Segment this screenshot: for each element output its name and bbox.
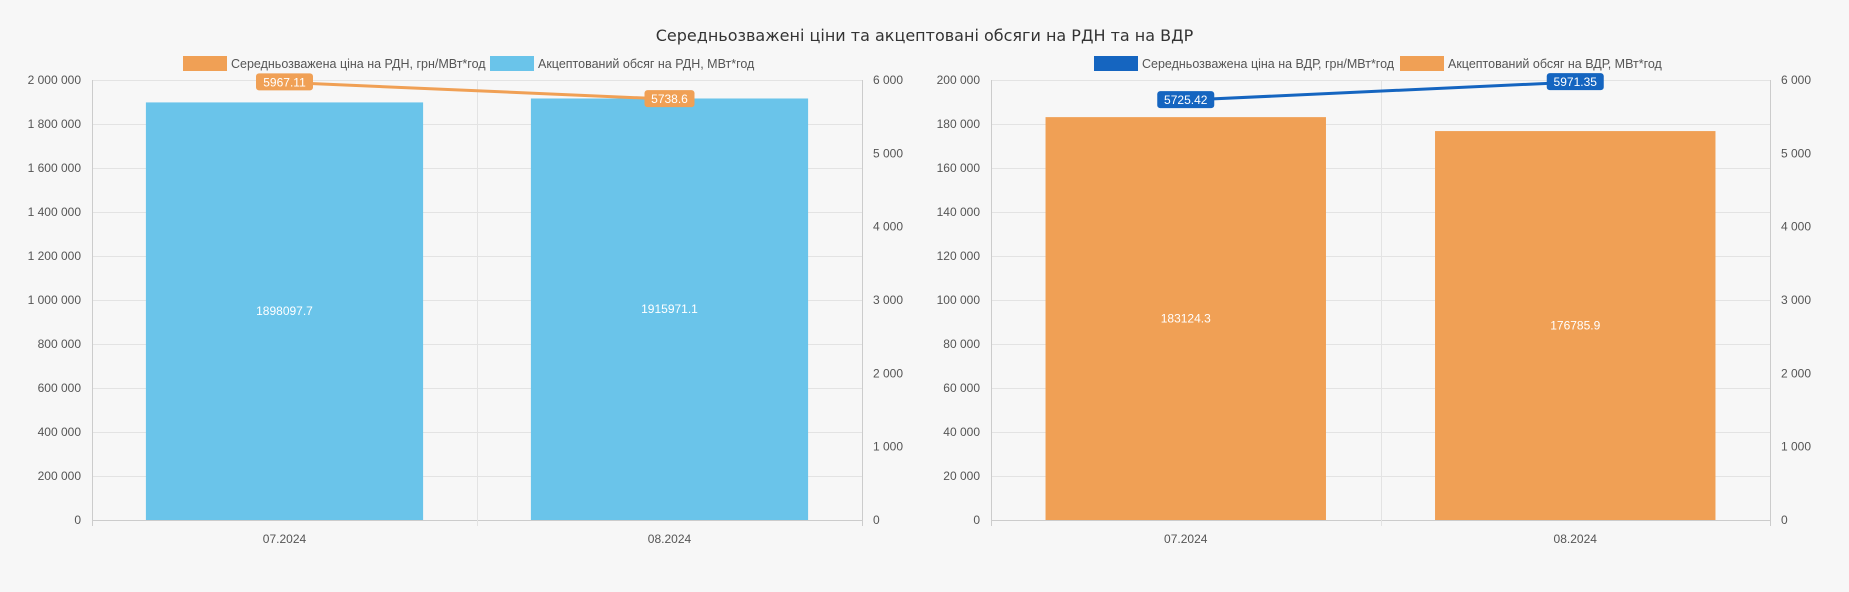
x-axis: 07.2024 08.2024	[263, 532, 692, 546]
y-tick-label: 100 000	[937, 293, 981, 307]
legend-swatch	[183, 56, 227, 71]
series-line	[1185, 80, 1576, 102]
rdn-chart: 0 200 000 400 000 600 000 800 000 1 000 000 1 …	[28, 56, 903, 546]
y2-tick-label: 3 000	[1781, 293, 1811, 307]
y-tick-label: 1 600 000	[28, 161, 82, 175]
legend: Середньозважена ціна на ВДР, грн/МВт*год…	[1094, 56, 1663, 71]
y-tick-label: 20 000	[943, 469, 980, 483]
y-tick-label: 80 000	[943, 337, 980, 351]
point-value-label: 5967.11	[263, 75, 306, 89]
bar-series: 1898097.7 1915971.1	[145, 98, 809, 520]
y-tick-label: 1 400 000	[28, 205, 82, 219]
line-series: 5967.11 5738.6	[256, 73, 695, 108]
y-tick-label: 200 000	[38, 469, 82, 483]
point-value-label: 5971.35	[1554, 75, 1598, 89]
x-tick-label: 08.2024	[1554, 532, 1598, 546]
y-axis-right: 0 1 000 2 000 3 000 4 000 5 000 6 000	[873, 73, 903, 527]
point-value-label: 5725.42	[1164, 93, 1208, 107]
y2-tick-label: 2 000	[1781, 366, 1811, 380]
y-tick-label: 400 000	[38, 425, 82, 439]
data-point	[256, 73, 313, 91]
legend-label: Акцептований обсяг на РДН, МВт*год	[538, 57, 755, 71]
y-tick-label: 200 000	[937, 73, 981, 87]
y2-tick-label: 4 000	[873, 220, 903, 234]
line-series: 5725.42 5971.35	[1157, 73, 1604, 109]
bar	[145, 102, 424, 520]
y-tick-label: 0	[973, 513, 980, 527]
y-tick-label: 0	[74, 513, 81, 527]
bar-value-label: 1915971.1	[641, 302, 698, 316]
y-tick-label: 40 000	[943, 425, 980, 439]
data-point	[1157, 91, 1215, 109]
point-value-label: 5738.6	[651, 92, 688, 106]
y2-tick-label: 4 000	[1781, 220, 1811, 234]
series-line	[284, 80, 670, 101]
y-axis-left: 0 200 000 400 000 600 000 800 000 1 000 000 1 …	[28, 73, 82, 527]
y-tick-label: 1 200 000	[28, 249, 82, 263]
bar	[1045, 117, 1326, 521]
legend-swatch	[1400, 56, 1444, 71]
legend-swatch	[1094, 56, 1138, 71]
y2-tick-label: 3 000	[873, 293, 903, 307]
y2-tick-label: 5 000	[873, 146, 903, 160]
y2-tick-label: 2 000	[873, 366, 903, 380]
legend-label: Середньозважена ціна на РДН, грн/МВт*год	[231, 57, 486, 71]
y2-tick-label: 1 000	[1781, 440, 1811, 454]
y-axis-left: 0 20 000 40 000 60 000 80 000 100 000 120 000 1…	[937, 73, 981, 527]
x-tick-label: 07.2024	[1164, 532, 1208, 546]
y-tick-label: 160 000	[937, 161, 981, 175]
data-point	[644, 90, 695, 108]
page-title: Середньозважені ціни та акцептовані обся…	[655, 26, 1194, 45]
x-tick-label: 07.2024	[263, 532, 307, 546]
legend-label: Акцептований обсяг на ВДР, МВт*год	[1448, 57, 1663, 71]
y-tick-label: 2 000 000	[28, 73, 82, 87]
y-axis-right: 0 1 000 2 000 3 000 4 000 5 000 6 000	[1781, 73, 1811, 527]
y-tick-label: 1 000 000	[28, 293, 82, 307]
y2-tick-label: 6 000	[1781, 73, 1811, 87]
x-tick-label: 08.2024	[648, 532, 692, 546]
y2-tick-label: 6 000	[873, 73, 903, 87]
data-point	[1546, 73, 1604, 91]
y-tick-label: 800 000	[38, 337, 82, 351]
y-tick-label: 600 000	[38, 381, 82, 395]
vdr-chart: 0 20 000 40 000 60 000 80 000 100 000 120 000 1…	[937, 56, 1811, 546]
y-tick-label: 60 000	[943, 381, 980, 395]
y2-tick-label: 0	[873, 513, 880, 527]
y-tick-label: 140 000	[937, 205, 981, 219]
y2-tick-label: 0	[1781, 513, 1788, 527]
bar	[1435, 131, 1716, 520]
x-axis: 07.2024 08.2024	[1164, 532, 1597, 546]
y-tick-label: 1 800 000	[28, 117, 82, 131]
y2-tick-label: 1 000	[873, 440, 903, 454]
bar-value-label: 183124.3	[1161, 312, 1211, 326]
bar-value-label: 1898097.7	[256, 304, 313, 318]
y-tick-label: 180 000	[937, 117, 981, 131]
legend-label: Середньозважена ціна на ВДР, грн/МВт*год	[1142, 57, 1395, 71]
bar-value-label: 176785.9	[1550, 319, 1600, 333]
bar	[530, 98, 809, 520]
bar-series: 183124.3 176785.9	[1045, 117, 1716, 521]
legend: Середньозважена ціна на РДН, грн/МВт*год…	[183, 56, 755, 71]
y-tick-label: 120 000	[937, 249, 981, 263]
legend-swatch	[490, 56, 534, 71]
y2-tick-label: 5 000	[1781, 146, 1811, 160]
